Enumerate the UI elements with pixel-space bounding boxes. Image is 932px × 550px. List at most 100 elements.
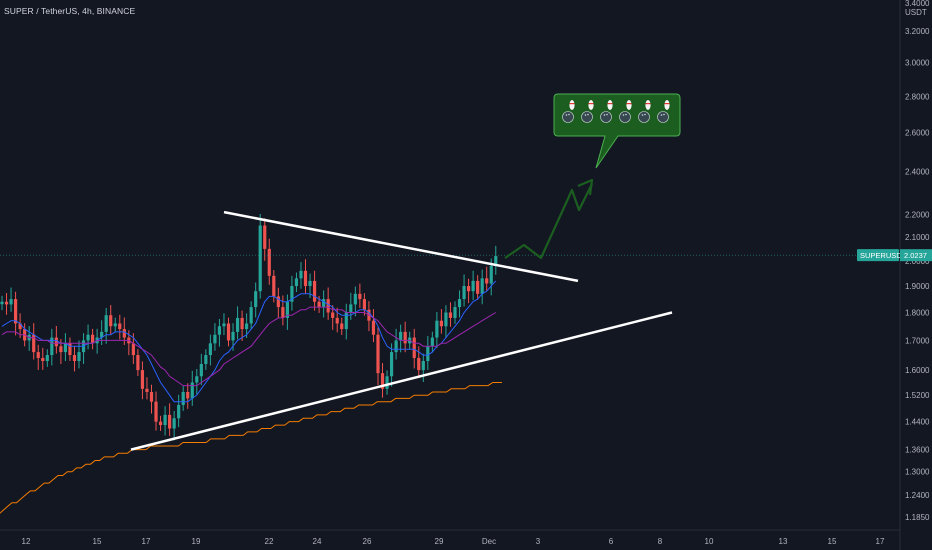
trendline-upper[interactable]	[223, 210, 579, 283]
candle	[421, 353, 425, 382]
candle	[208, 334, 212, 366]
candle	[299, 262, 303, 289]
time-axis[interactable]: 12 15 17 19 22 24 26 29 Dec 3 6 8 10 13 15 17	[0, 529, 900, 546]
candle	[158, 415, 163, 431]
time-tick-label: 17	[142, 537, 151, 546]
candle	[109, 305, 113, 336]
ball-hole	[565, 114, 568, 116]
bowling-pin-stripe	[607, 103, 613, 105]
price-tick-label: 1.3000	[905, 468, 930, 477]
candle	[222, 313, 226, 336]
candle	[54, 325, 58, 354]
price-tick-label: 1.6000	[905, 366, 930, 375]
moving-averages-layer	[0, 280, 502, 514]
candle	[18, 313, 22, 338]
price-tag-value: 2.0237	[904, 251, 927, 260]
candle	[245, 313, 249, 338]
candle-body	[462, 286, 466, 300]
candle	[448, 302, 453, 327]
candle	[371, 309, 376, 343]
candle	[285, 294, 289, 330]
candle	[430, 331, 434, 353]
price-tick-label: 2.2000	[905, 210, 930, 219]
projection-path[interactable]	[504, 183, 593, 260]
candle-body	[444, 312, 448, 327]
candle	[340, 317, 344, 335]
bowling-icon	[562, 100, 575, 123]
candle-body	[226, 323, 231, 341]
candle-body	[240, 317, 244, 330]
candle	[267, 238, 271, 285]
candle	[453, 301, 457, 324]
candle	[190, 370, 194, 406]
candle-body	[326, 299, 330, 313]
time-tick-label: 15	[828, 537, 837, 546]
bowling-pin-stripe	[588, 103, 594, 105]
time-tick-label: 12	[22, 537, 31, 546]
candle	[91, 328, 95, 350]
candle-body	[190, 382, 194, 399]
ball-hole	[568, 113, 570, 116]
candle	[322, 290, 326, 318]
candle	[145, 377, 149, 400]
candle-body	[335, 317, 339, 324]
candle	[412, 328, 416, 369]
candle	[104, 307, 108, 344]
candle	[140, 361, 145, 400]
candle	[476, 275, 480, 300]
candle	[376, 327, 380, 386]
candle	[303, 259, 308, 294]
candle	[199, 353, 203, 386]
bowling-pin-stripe	[626, 103, 632, 105]
candle	[113, 317, 117, 333]
bowling-pin	[664, 100, 670, 110]
candle-body	[204, 355, 208, 365]
candle-body	[457, 299, 462, 308]
candle	[276, 287, 280, 318]
candle	[72, 346, 77, 372]
candle-body	[371, 320, 376, 335]
price-tick-label: 2.1000	[905, 233, 930, 242]
candle	[312, 270, 317, 311]
candle-body	[36, 352, 40, 359]
bowling-ball	[581, 111, 593, 123]
candle-body	[471, 280, 475, 292]
candle	[294, 272, 299, 292]
time-tick-label: 3	[536, 537, 541, 546]
price-tick-label: 1.3600	[905, 446, 930, 455]
ball-hole	[641, 114, 644, 116]
ball-hole	[587, 113, 589, 116]
candle-body	[118, 323, 122, 330]
price-tick-label: 2.4000	[905, 168, 930, 177]
candle	[77, 340, 81, 369]
candle	[63, 333, 68, 361]
candle-body	[494, 256, 498, 266]
bowling-icon	[638, 100, 651, 123]
candle-body	[131, 343, 135, 356]
candle-body	[426, 346, 430, 362]
bowling-pin	[607, 100, 613, 110]
candle	[344, 303, 348, 340]
ball-hole	[660, 114, 663, 116]
ball-hole	[622, 114, 625, 116]
candle-body	[45, 355, 49, 362]
candle-body	[272, 275, 276, 297]
ball-hole	[644, 113, 646, 116]
candle	[349, 292, 353, 320]
candle	[136, 349, 140, 377]
moving-average-line	[0, 382, 502, 514]
candle-body	[476, 280, 480, 294]
trendline-lower[interactable]	[130, 311, 673, 451]
candle	[226, 317, 231, 347]
candle	[45, 349, 49, 367]
candle-body	[41, 358, 45, 362]
callout-bubble[interactable]	[553, 93, 681, 169]
candle-body	[308, 280, 312, 287]
candle-body	[331, 312, 335, 318]
candle	[50, 328, 54, 366]
time-tick-label: 10	[705, 537, 714, 546]
candle-body	[86, 334, 90, 341]
